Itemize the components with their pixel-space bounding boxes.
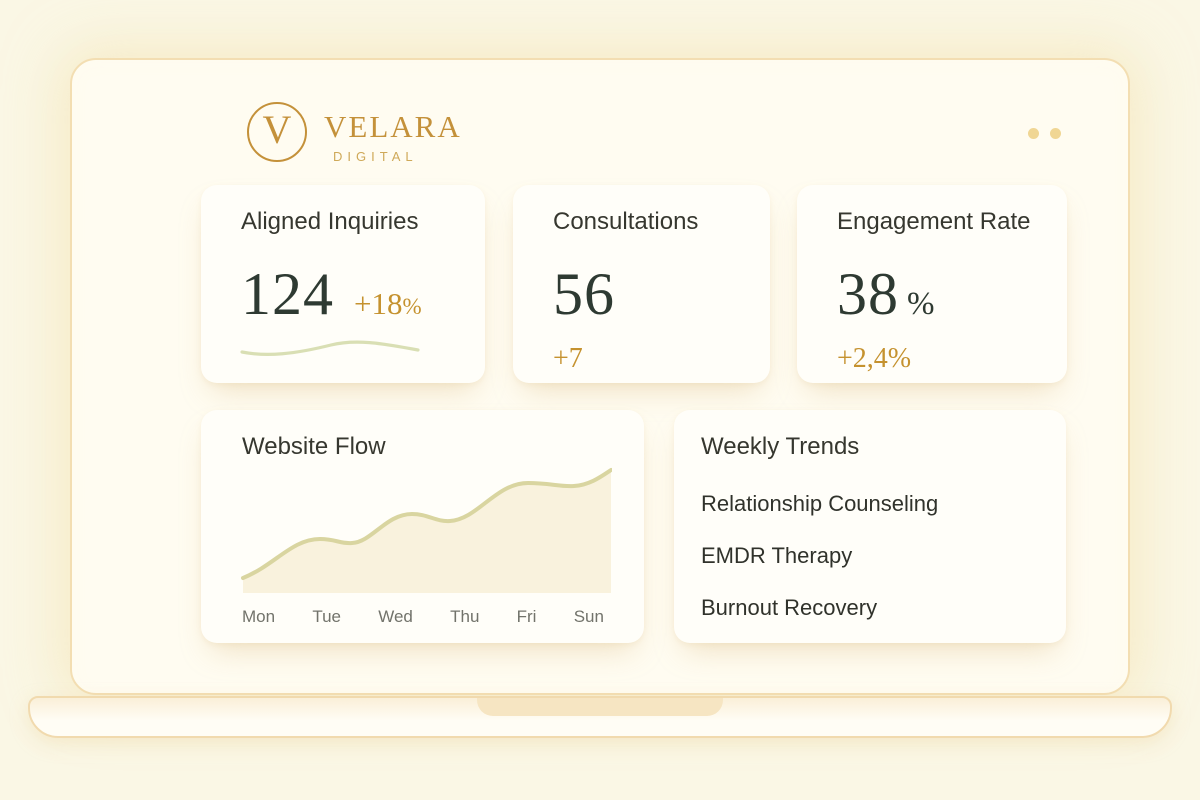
stat-value: 38 [837,260,899,327]
stat-card-consultations: Consultations 56 +7 [513,185,770,383]
brand-logo: V VELARA DIGITAL [247,102,462,164]
stat-title: Aligned Inquiries [241,208,419,235]
x-tick-label: Fri [516,607,537,626]
stat-card-aligned-inquiries: Aligned Inquiries 124 +18% [201,185,485,383]
stat-title: Engagement Rate [837,208,1031,235]
brand-monogram-letter: V [262,107,292,152]
laptop-hinge-notch [477,698,723,716]
stat-card-engagement-rate: Engagement Rate 38 % +2,4% [797,185,1067,383]
x-tick-label: Tue [312,607,341,626]
x-tick-label: Thu [450,607,480,626]
menu-dot [1028,128,1039,139]
brand-subtitle: DIGITAL [333,149,418,164]
stat-value: 124 [241,260,334,327]
trend-item: EMDR Therapy [701,542,853,568]
stat-delta: +18% [354,285,422,321]
menu-dot [1050,128,1061,139]
laptop-screen: V VELARA DIGITAL Aligned Inquiries 124 +… [70,58,1130,695]
x-tick-label: Wed [378,607,413,626]
chart-title: Website Flow [242,433,386,460]
area-chart [241,468,612,593]
stat-delta: +7 [553,342,583,374]
website-flow-card: Website Flow Mon Tue Wed Thu Fri Sun [201,410,644,643]
weekly-trends-card: Weekly Trends Relationship Counseling EM… [674,410,1066,643]
laptop-base [28,696,1172,738]
trend-item: Burnout Recovery [701,594,878,620]
percent-sign: % [402,293,422,319]
stat-delta: +2,4% [837,342,912,374]
sparkline-wave-icon [240,340,420,356]
menu-dots-icon[interactable] [1028,128,1061,139]
percent-sign: % [907,285,935,322]
x-tick-label: Mon [242,607,276,626]
brand-monogram-icon: V [247,102,307,162]
x-axis-labels: Mon Tue Wed Thu Fri Sun [242,607,604,627]
stat-value: 56 [553,260,615,327]
brand-wordmark: VELARA DIGITAL [324,102,462,164]
brand-name: VELARA [324,109,462,144]
x-tick-label: Sun [573,607,604,626]
trend-item: Relationship Counseling [701,490,939,516]
trends-title: Weekly Trends [701,433,860,460]
trend-list: Relationship Counseling EMDR Therapy Bur… [701,490,1066,620]
stat-title: Consultations [553,208,699,235]
